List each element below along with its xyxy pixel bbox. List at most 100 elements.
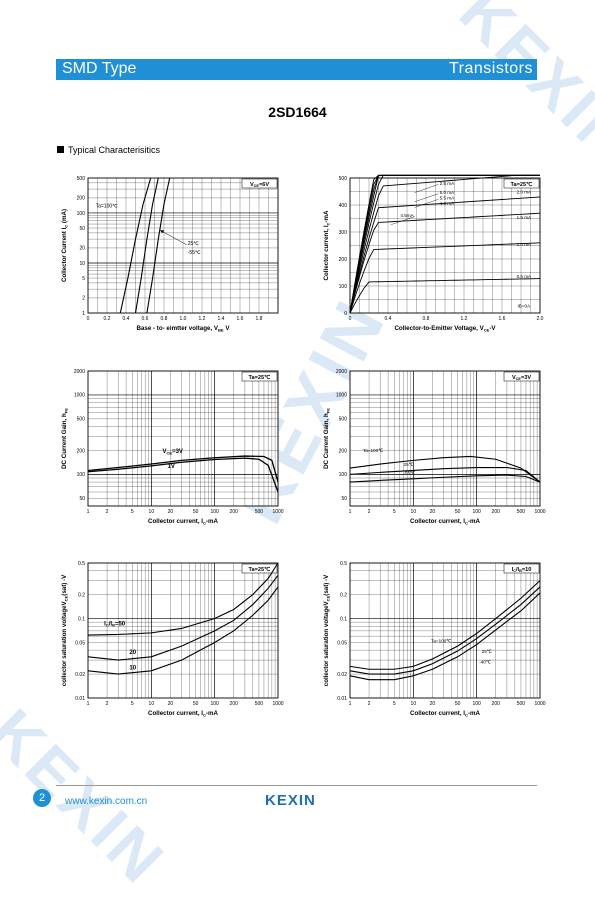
series-line [349, 212, 541, 314]
x-tick-label: 1 [87, 701, 90, 707]
series-line [349, 474, 541, 483]
x-tick-label: 2 [106, 701, 109, 707]
page-number: 2 [33, 789, 51, 807]
plot-area [87, 562, 279, 699]
x-tick-label: 1 [87, 509, 90, 515]
y-tick-label: 100 [339, 284, 348, 290]
annotation-label: Ta=100℃ [363, 448, 384, 453]
x-tick-label: 200 [492, 509, 501, 515]
x-tick-label: 500 [517, 509, 526, 515]
x-tick-label: 2 [368, 701, 371, 707]
y-tick-label: 2000 [336, 369, 347, 375]
annotation-label: IB=0A [518, 304, 532, 309]
y-tick-label: 500 [77, 417, 86, 423]
x-tick-label: 2 [106, 509, 109, 515]
x-tick-label: 50 [455, 509, 461, 515]
x-tick-label: 1.2 [199, 316, 206, 322]
x-tick-label: 0.6 [142, 316, 149, 322]
x-tick-label: 0 [349, 316, 352, 322]
y-tick-label: 5 [82, 276, 85, 282]
x-tick-label: 20 [430, 509, 436, 515]
annotation-leader [414, 199, 439, 208]
y-tick-label: 0 [344, 311, 347, 317]
y-tick-label: 0.02 [337, 672, 347, 678]
series-line [134, 177, 159, 314]
annotation-label: -55℃ [188, 250, 201, 256]
x-tick-label: 1.8 [256, 316, 263, 322]
annotation-label: 1.5 mA [517, 215, 532, 220]
x-tick-label: 1000 [272, 509, 283, 515]
x-tick-label: 1.6 [499, 316, 506, 322]
y-tick-label: 1000 [336, 393, 347, 399]
annotation-label: 25℃ [482, 649, 493, 654]
y-tick-label: 0.01 [337, 696, 347, 702]
annotation-leader [390, 216, 415, 225]
series-line [349, 466, 541, 483]
x-tick-label: 20 [430, 701, 436, 707]
annotation-label: 5.0 mA [440, 190, 455, 195]
annotation-leader [414, 193, 439, 202]
part-number: 2SD1664 [268, 104, 327, 120]
x-tick-label: 100 [210, 509, 219, 515]
x-tick-label: 5 [393, 701, 396, 707]
condition-label: VCE=3V [512, 375, 531, 381]
y-tick-label: 50 [79, 226, 85, 232]
annotation-label: Ta=100℃ [96, 203, 119, 209]
condition-box [241, 563, 278, 574]
y-tick-label: 50 [341, 496, 347, 502]
footer-rule [56, 785, 537, 786]
x-tick-label: 10 [149, 701, 155, 707]
y-tick-label: 0.2 [340, 592, 347, 598]
chart-vcesat-vs-ic-ratio: 1 2 5 10 20 50 100 200 500 1000 0.01 0.02 0.05 0.1 0.2… [61, 561, 284, 718]
x-tick-label: 1 [349, 701, 352, 707]
condition-box [503, 371, 540, 382]
x-tick-label: 1 [349, 509, 352, 515]
y-tick-label: 0.05 [75, 640, 85, 646]
y-tick-label: 1 [82, 311, 85, 317]
watermark-top-right: KEXIN [446, 0, 595, 179]
x-tick-label: 200 [230, 509, 239, 515]
x-tick-label: 500 [255, 509, 264, 515]
series-label: VCE=3V [162, 449, 182, 455]
x-tick-label: 50 [455, 701, 461, 707]
x-tick-label: 0.2 [104, 316, 111, 322]
y-tick-label: 50 [79, 496, 85, 502]
series-label: 20 [129, 650, 136, 656]
condition-box [503, 178, 540, 189]
x-tick-label: 10 [149, 509, 155, 515]
website-link[interactable]: www.kexin.com.cn [65, 796, 148, 807]
y-tick-label: 1000 [74, 393, 85, 399]
y-tick-label: 10 [79, 261, 85, 267]
y-tick-label: 0.1 [340, 616, 347, 622]
y-tick-label: 300 [339, 230, 348, 236]
series-label: 10 [129, 665, 136, 671]
x-tick-label: 0.8 [423, 316, 430, 322]
annotation-label: 25℃ [188, 241, 200, 247]
header-product-type: Transistors [448, 60, 533, 77]
condition-label: VCE=6V [250, 182, 269, 188]
arrow-icon [160, 230, 165, 234]
x-tick-label: 5 [131, 509, 134, 515]
chart-ic-vs-vce: 0 0.4 0.8 1.2 1.6 2.0 0 100 200 300 400 500 Collecto… [323, 174, 544, 333]
annotation-leader [160, 230, 187, 246]
x-tick-label: 100 [210, 701, 219, 707]
y-tick-label: 500 [77, 176, 86, 182]
x-tick-label: 100 [472, 701, 481, 707]
series-line [87, 457, 279, 493]
brand-logo: KEXIN [265, 792, 316, 809]
y-tick-label: 500 [339, 417, 348, 423]
x-tick-label: 20 [168, 509, 174, 515]
y-tick-label: 0.01 [75, 696, 85, 702]
chart-ic-vs-vbe: 0 0.2 0.4 0.6 0.8 1.0 1.2 1.4 1.6 1.8 1 2 5 10 20 50 100… [61, 176, 279, 333]
x-tick-label: 0.8 [161, 316, 168, 322]
x-tick-label: 10 [411, 701, 417, 707]
plot-area [349, 370, 541, 507]
x-tick-label: 5 [131, 701, 134, 707]
x-tick-label: 200 [230, 701, 239, 707]
x-axis-label: Base - to- eimtter voltage, VBE V [137, 325, 231, 333]
x-tick-label: 10 [411, 509, 417, 515]
y-tick-label: 2000 [74, 369, 85, 375]
y-tick-label: 100 [339, 472, 348, 478]
annotation-label: 0.5 mA [517, 274, 532, 279]
series-line [349, 196, 541, 314]
